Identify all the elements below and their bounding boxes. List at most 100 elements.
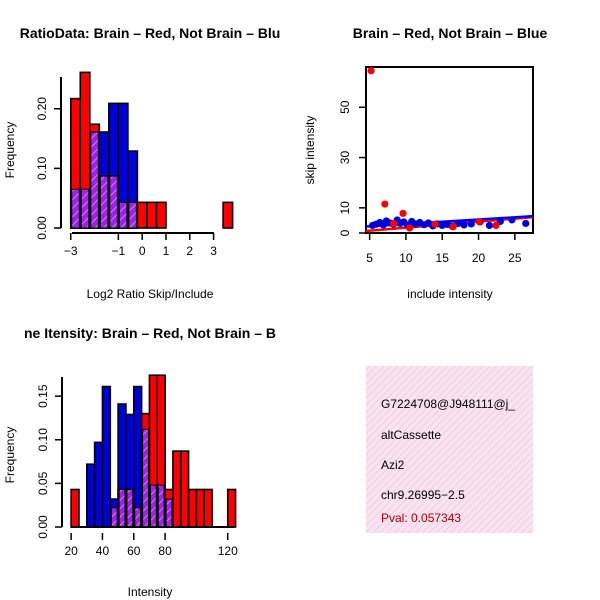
x-tick-label: 60 [127,544,141,558]
intensity-x-ticks: 20 40 60 80 120 [64,533,238,558]
scatter-points [367,67,530,232]
info-pval: Pval: 0.057343 [381,511,461,525]
x-tick-label: 3 [210,244,217,258]
brain-bar [155,201,167,229]
y-tick-label: 0.10 [35,156,49,180]
scatter-y-ticks: 0 10 30 50 [338,100,366,236]
y-tick-label: 0.10 [36,428,50,452]
overlap-bar [142,428,149,528]
not-brain-point [460,221,468,229]
overlap-bar [109,175,118,229]
not-brain-point [485,221,494,230]
y-tick-label: 30 [338,151,352,165]
ratio-histogram-title: RatioData: Brain – Red, Not Brain – Blu [20,25,281,41]
x-tick-label: 0 [139,244,146,258]
overlap-bar [126,488,134,528]
brain-point [399,209,407,217]
x-tick-label: 40 [96,544,110,558]
y-tick-label: 50 [338,100,352,114]
brain-point [449,223,457,231]
y-tick-label: 0.05 [36,471,50,495]
intensity-histogram-panel: ne Itensity: Brain – Red, Not Brain – B … [3,325,276,599]
brain-bar [222,201,234,229]
scatter-x-label: include intensity [407,287,492,301]
ratio-x-ticks: −3 −1 0 1 2 3 [64,233,217,258]
info-panel: G7224708@J948111@j_ altCassette Azi2 chr… [366,366,533,533]
not-brain-point [508,216,516,224]
info-event-type: altCassette [381,428,441,442]
brain-bar [179,450,190,528]
brain-bar [70,488,80,528]
brain-bar [187,488,198,528]
not-brain-bar [101,385,112,528]
info-panel-background [366,366,533,533]
x-tick-label: 1 [163,244,170,258]
scatter-y-label: skip intensity [303,116,317,185]
x-tick-label: 80 [158,544,172,558]
overlap-bar [80,188,90,229]
y-tick-label: 0 [338,229,352,236]
y-tick-label: 0.00 [35,216,49,240]
x-tick-label: 20 [472,251,486,265]
intensity-histogram-bars [70,374,237,528]
x-tick-label: 25 [508,251,522,265]
scatter-title: Brain – Red, Not Brain – Blue [353,25,548,41]
intensity-y-ticks: 0.00 0.05 0.10 0.15 [36,384,62,539]
intensity-y-label: Frequency [3,427,17,484]
y-tick-label: 0.00 [36,515,50,539]
info-location: chr9.26995−2.5 [381,488,465,502]
x-tick-label: −3 [64,244,78,258]
x-tick-label: 5 [366,251,373,265]
not-brain-bar [132,385,143,528]
overlap-bar [110,507,118,528]
not-brain-bar [85,463,96,528]
not-brain-bar [93,441,104,528]
y-tick-label: 0.20 [35,97,49,121]
x-tick-label: 10 [399,251,413,265]
overlap-bar [71,188,80,229]
overlap-bar [165,498,173,528]
ratio-histogram-bars [69,71,234,229]
intensity-histogram-title: ne Itensity: Brain – Red, Not Brain – B [24,325,276,341]
overlap-bar [99,175,109,229]
brain-point [367,67,375,75]
overlap-bar [128,201,137,229]
x-tick-label: 15 [436,251,450,265]
x-tick-label: 120 [218,544,238,558]
brain-bar [172,450,182,528]
brain-bar [146,201,158,229]
ratio-x-label: Log2 Ratio Skip/Include [87,287,214,301]
brain-point [492,221,500,230]
brain-point [431,220,439,228]
brain-point [405,224,414,232]
brain-point [475,218,483,226]
brain-bar [195,488,206,528]
y-tick-label: 0.15 [36,384,50,408]
intensity-x-label: Intensity [128,585,173,599]
overlap-bar [134,507,142,528]
overlap-bar [157,484,165,528]
scatter-plot-box [365,66,534,234]
ratio-histogram-panel: RatioData: Brain – Red, Not Brain – Blu … [3,25,280,301]
x-tick-label: 20 [64,544,78,558]
x-tick-label: −1 [112,244,126,258]
brain-point [381,200,389,208]
brain-bar [226,488,237,528]
not-brain-point [467,220,475,228]
info-gene-name: Azi2 [381,458,405,472]
overlap-bar [118,488,126,528]
scatter-x-ticks: 5 10 15 20 25 [366,233,522,265]
scatter-panel: Brain – Red, Not Brain – Blue 5 10 15 20 25 … [303,25,547,301]
brain-bar [203,488,213,528]
overlap-bar [90,131,99,229]
info-event-id: G7224708@J948111@j_ [381,397,515,411]
overlap-bar [118,201,128,229]
ratio-y-label: Frequency [3,122,17,179]
brain-point [389,219,398,228]
overlap-bar [149,484,157,528]
y-tick-label: 10 [338,201,352,215]
brain-bar [136,201,148,229]
not-brain-point [522,219,530,228]
ratio-y-ticks: 0.00 0.10 0.20 [35,97,61,240]
